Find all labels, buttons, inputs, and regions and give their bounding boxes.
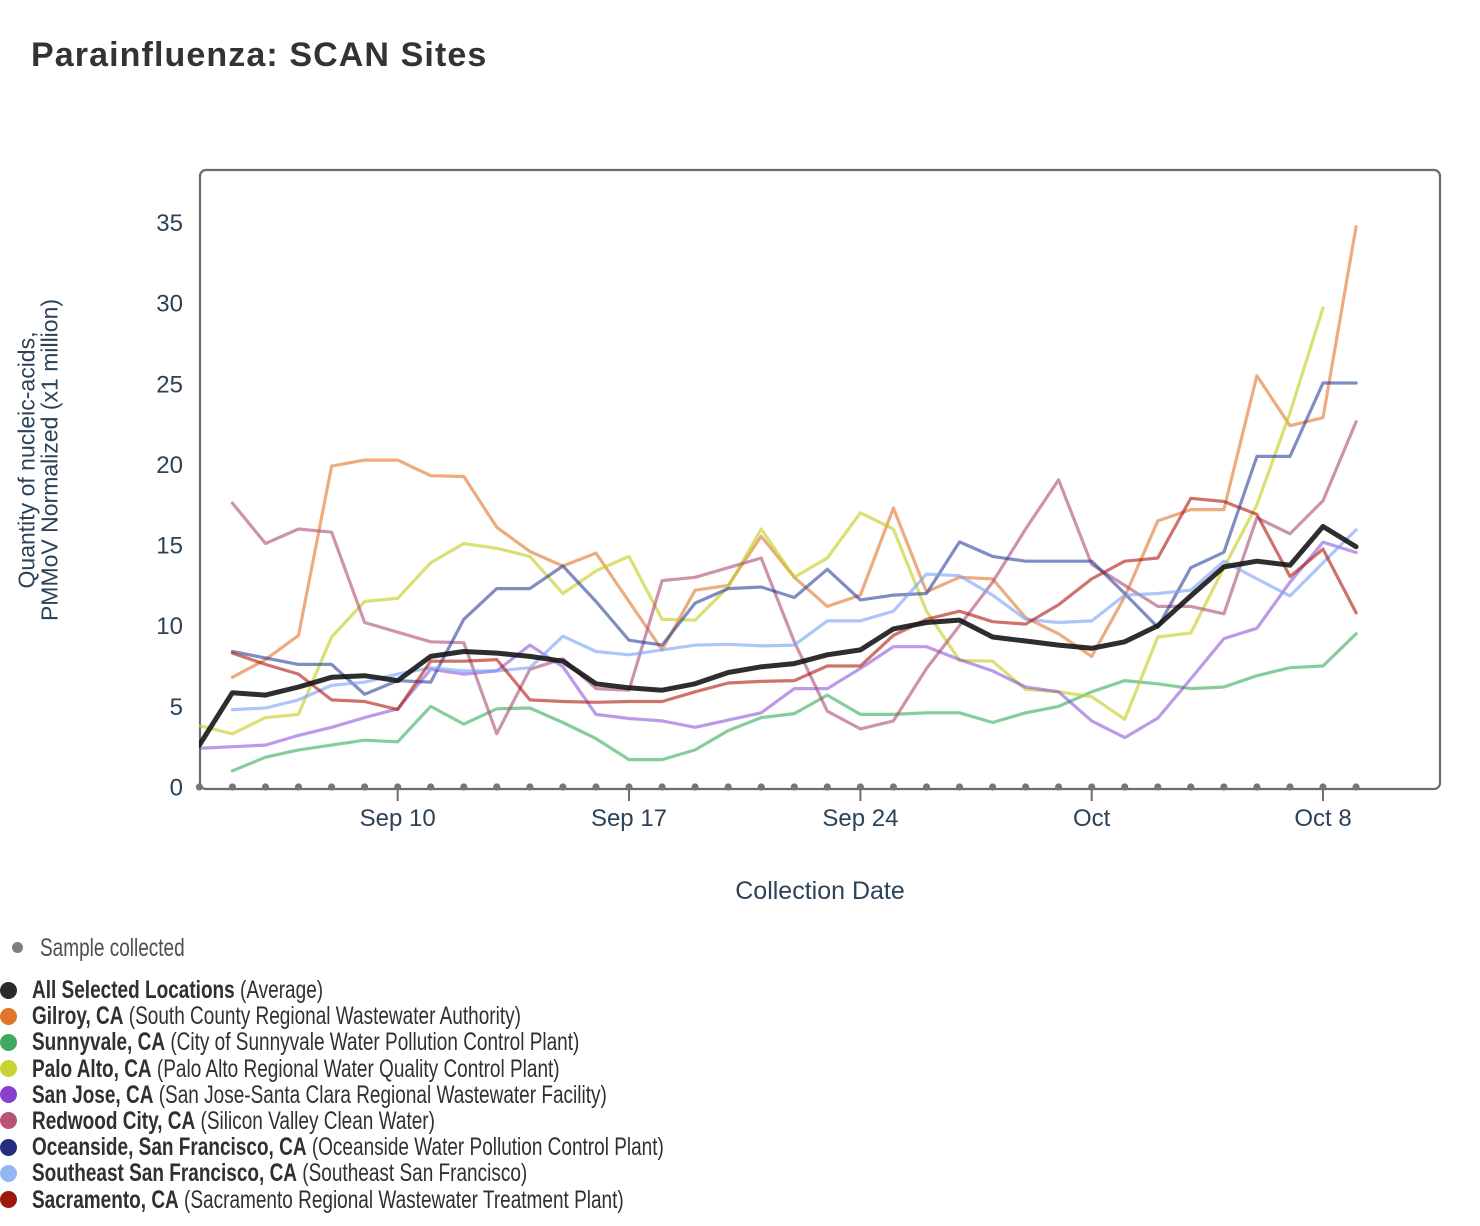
svg-text:35: 35 bbox=[156, 210, 183, 237]
svg-text:30: 30 bbox=[156, 291, 183, 318]
svg-text:Quantity of nucleic-acids,: Quantity of nucleic-acids, bbox=[14, 332, 40, 589]
svg-text:5: 5 bbox=[170, 694, 183, 721]
svg-text:PMMoV Normalized (x1 million): PMMoV Normalized (x1 million) bbox=[37, 299, 63, 621]
svg-text:Collection Date: Collection Date bbox=[735, 877, 905, 905]
svg-text:Oct: Oct bbox=[1073, 805, 1111, 832]
svg-text:Sep 24: Sep 24 bbox=[822, 805, 898, 832]
svg-text:25: 25 bbox=[156, 371, 183, 398]
svg-text:0: 0 bbox=[170, 775, 183, 802]
svg-text:Oct 8: Oct 8 bbox=[1294, 805, 1351, 832]
svg-text:20: 20 bbox=[156, 452, 183, 479]
svg-text:15: 15 bbox=[156, 533, 183, 560]
svg-text:Sep 17: Sep 17 bbox=[591, 805, 667, 832]
svg-text:10: 10 bbox=[156, 613, 183, 640]
svg-text:Sep 10: Sep 10 bbox=[360, 805, 436, 832]
